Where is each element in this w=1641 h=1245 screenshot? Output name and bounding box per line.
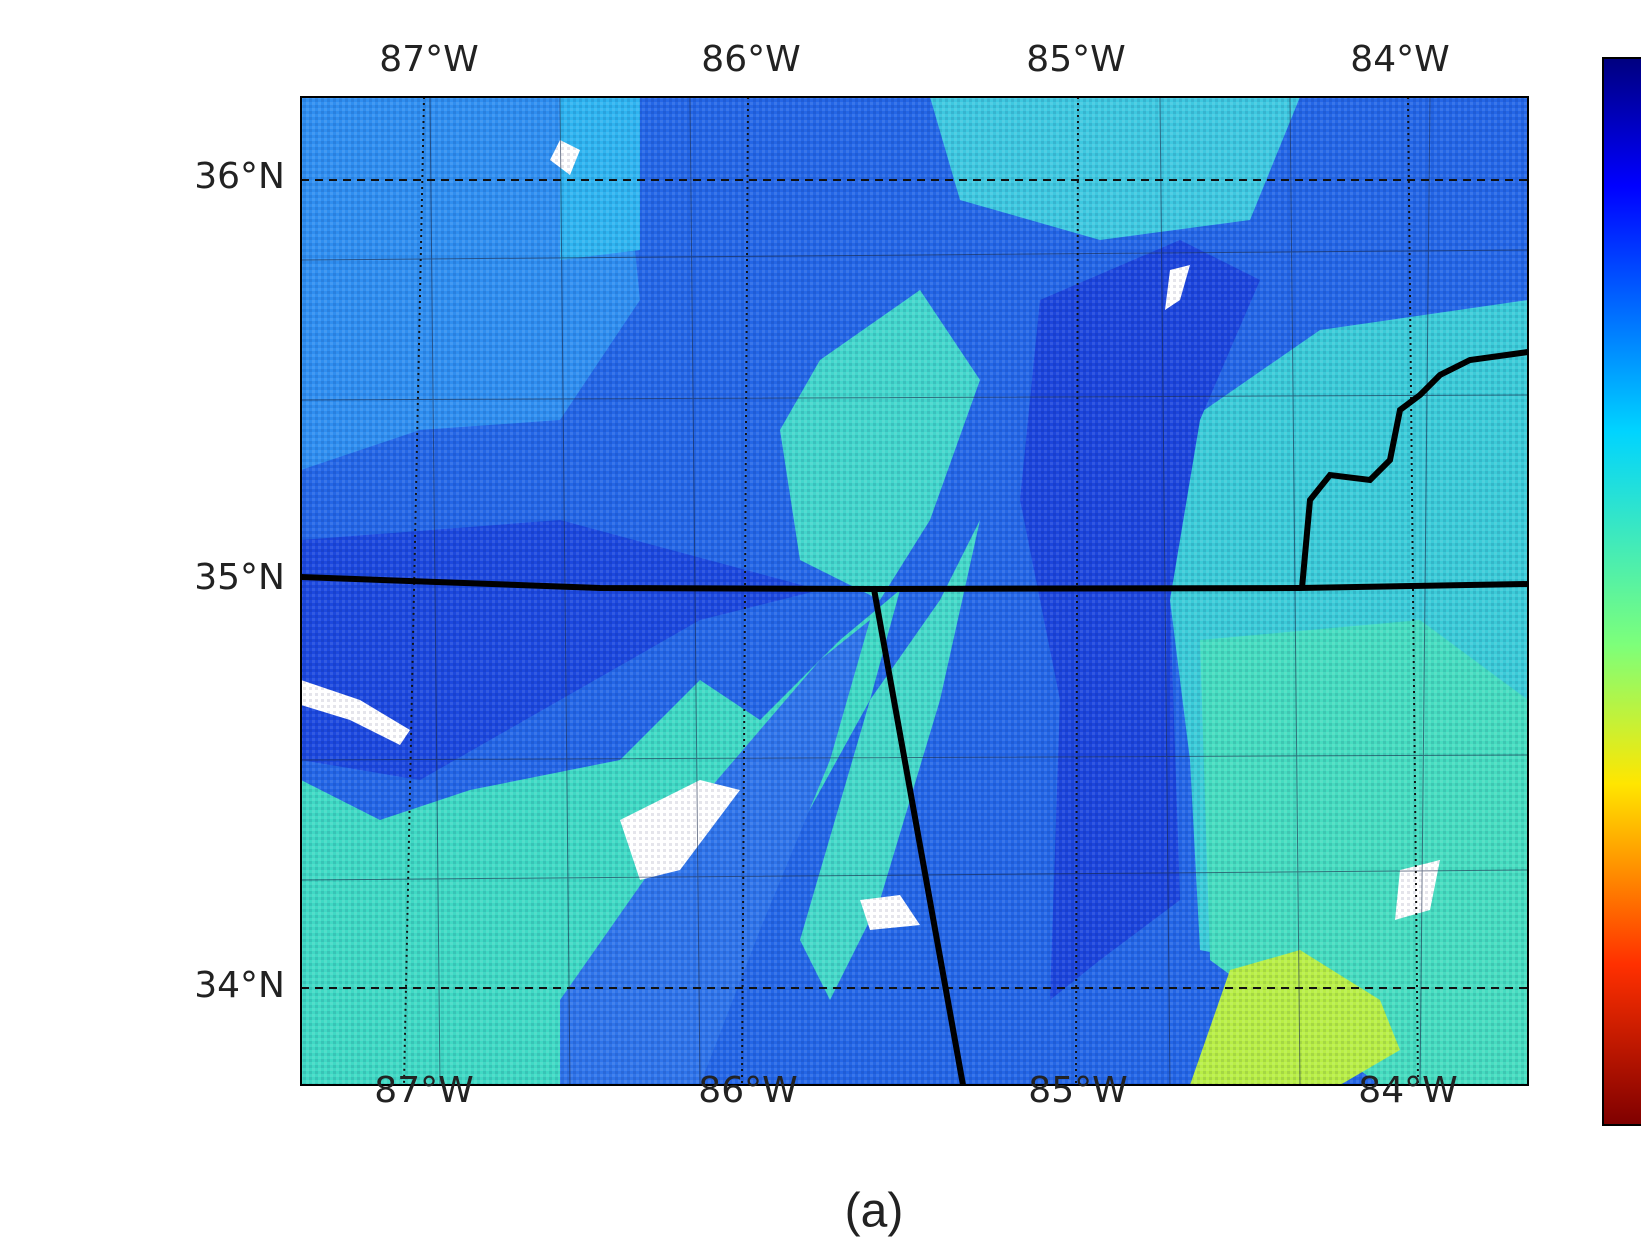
lon-label-bottom: 85°W	[1028, 1070, 1127, 1111]
lon-label-top: 84°W	[1350, 39, 1449, 80]
colorbar	[1602, 57, 1641, 1126]
lon-label-top: 87°W	[379, 39, 478, 80]
lat-label: 36°N	[194, 156, 285, 197]
lat-label: 34°N	[194, 965, 285, 1006]
caption: (a)	[845, 1185, 904, 1238]
lon-label-top: 85°W	[1026, 39, 1125, 80]
map-frame	[300, 96, 1529, 1086]
lat-label: 35°N	[194, 557, 285, 598]
lon-label-bottom: 84°W	[1358, 1070, 1457, 1111]
lon-label-bottom: 86°W	[698, 1070, 797, 1111]
lon-label-bottom: 87°W	[374, 1070, 473, 1111]
map-field	[301, 97, 1528, 1085]
lon-label-top: 86°W	[701, 39, 800, 80]
